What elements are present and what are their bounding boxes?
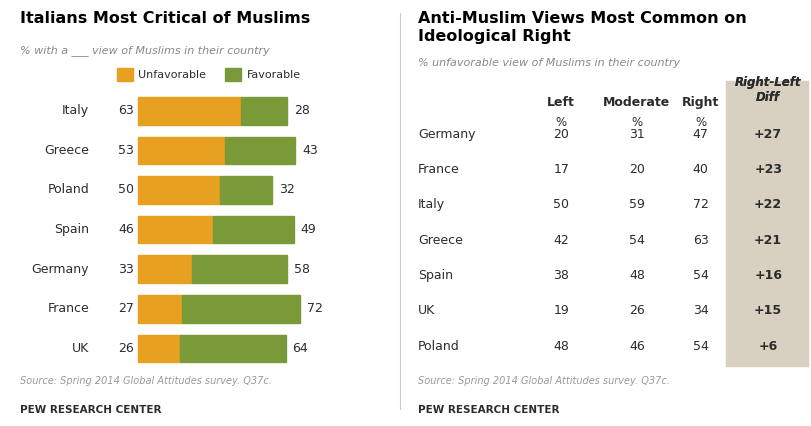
Text: 54: 54 <box>692 269 707 282</box>
Text: PEW RESEARCH CENTER: PEW RESEARCH CENTER <box>20 406 161 415</box>
Text: UK: UK <box>71 342 89 355</box>
Text: 63: 63 <box>692 234 707 247</box>
Bar <box>117 68 133 81</box>
Text: Favorable: Favorable <box>247 69 300 80</box>
Text: +27: +27 <box>753 128 781 141</box>
Text: Greece: Greece <box>418 234 462 247</box>
Bar <box>220 176 272 204</box>
Text: +23: +23 <box>753 163 781 176</box>
Text: Anti-Muslim Views Most Common on
Ideological Right: Anti-Muslim Views Most Common on Ideolog… <box>418 11 746 43</box>
Text: 53: 53 <box>118 144 134 157</box>
Text: Right-Left
Diff: Right-Left Diff <box>734 76 800 104</box>
Text: Greece: Greece <box>44 144 89 157</box>
Text: Poland: Poland <box>47 184 89 196</box>
Bar <box>191 255 287 283</box>
Text: Right: Right <box>681 95 719 109</box>
Bar <box>138 255 191 283</box>
Text: 72: 72 <box>307 302 323 315</box>
Bar <box>241 97 287 124</box>
Text: 54: 54 <box>692 340 707 353</box>
Text: +15: +15 <box>753 305 781 317</box>
Text: 47: 47 <box>692 128 707 141</box>
Text: %: % <box>630 116 642 129</box>
Text: 20: 20 <box>629 163 644 176</box>
Text: % unfavorable view of Muslims in their country: % unfavorable view of Muslims in their c… <box>418 58 680 67</box>
Text: 31: 31 <box>629 128 644 141</box>
Text: 38: 38 <box>552 269 569 282</box>
Text: 27: 27 <box>118 302 134 315</box>
Text: 58: 58 <box>294 263 310 276</box>
Text: Left: Left <box>547 95 574 109</box>
Text: 46: 46 <box>118 223 134 236</box>
Text: 48: 48 <box>629 269 644 282</box>
Text: 42: 42 <box>553 234 569 247</box>
Text: %: % <box>694 116 706 129</box>
Text: 20: 20 <box>552 128 569 141</box>
Text: 72: 72 <box>692 199 707 211</box>
Text: +16: +16 <box>753 269 781 282</box>
Text: France: France <box>418 163 459 176</box>
Bar <box>138 216 213 244</box>
Text: Source: Spring 2014 Global Attitudes survey. Q37c.: Source: Spring 2014 Global Attitudes sur… <box>418 376 669 386</box>
Text: 46: 46 <box>629 340 644 353</box>
Bar <box>182 295 300 323</box>
Text: France: France <box>47 302 89 315</box>
Text: % with a ___ view of Muslims in their country: % with a ___ view of Muslims in their co… <box>20 45 269 56</box>
Text: 32: 32 <box>279 184 294 196</box>
Text: 26: 26 <box>629 305 644 317</box>
Text: Italy: Italy <box>418 199 444 211</box>
Text: 64: 64 <box>292 342 307 355</box>
Bar <box>138 176 220 204</box>
Bar <box>225 136 295 164</box>
Text: +6: +6 <box>757 340 777 353</box>
Bar <box>138 335 180 362</box>
Text: 48: 48 <box>552 340 569 353</box>
Text: 34: 34 <box>692 305 707 317</box>
Text: 17: 17 <box>552 163 569 176</box>
Text: 50: 50 <box>552 199 569 211</box>
Text: 63: 63 <box>118 104 134 117</box>
Text: Italians Most Critical of Muslims: Italians Most Critical of Muslims <box>20 11 310 26</box>
Text: Spain: Spain <box>54 223 89 236</box>
Text: Germany: Germany <box>32 263 89 276</box>
Text: 43: 43 <box>302 144 317 157</box>
Text: 49: 49 <box>300 223 315 236</box>
Text: %: % <box>555 116 566 129</box>
Text: Source: Spring 2014 Global Attitudes survey. Q37c.: Source: Spring 2014 Global Attitudes sur… <box>20 376 272 386</box>
Text: Spain: Spain <box>418 269 453 282</box>
Bar <box>180 335 285 362</box>
Text: 50: 50 <box>118 184 134 196</box>
Text: 19: 19 <box>553 305 569 317</box>
Text: +22: +22 <box>753 199 781 211</box>
Text: 40: 40 <box>692 163 707 176</box>
Text: Poland: Poland <box>418 340 459 353</box>
Text: 28: 28 <box>294 104 310 117</box>
Text: Right-Left
Diff: Right-Left Diff <box>734 76 800 104</box>
Text: 54: 54 <box>629 234 644 247</box>
Text: 26: 26 <box>118 342 134 355</box>
Text: Moderate: Moderate <box>603 95 670 109</box>
Text: Germany: Germany <box>418 128 475 141</box>
Bar <box>213 216 294 244</box>
Text: UK: UK <box>418 305 435 317</box>
Text: PEW RESEARCH CENTER: PEW RESEARCH CENTER <box>418 406 559 415</box>
Text: Italy: Italy <box>62 104 89 117</box>
Text: 59: 59 <box>629 199 644 211</box>
Bar <box>138 295 182 323</box>
Bar <box>225 68 241 81</box>
Bar <box>138 97 241 124</box>
Bar <box>138 136 225 164</box>
Text: +21: +21 <box>753 234 781 247</box>
Text: Unfavorable: Unfavorable <box>138 69 206 80</box>
Text: 33: 33 <box>118 263 134 276</box>
Bar <box>726 81 807 366</box>
